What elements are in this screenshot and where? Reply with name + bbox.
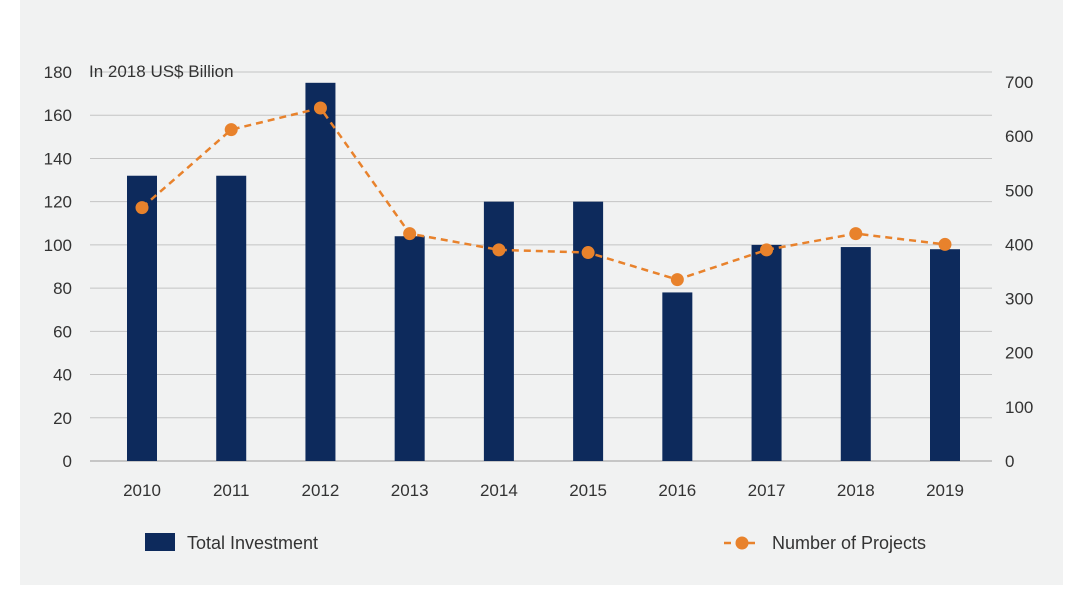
y-right-tick-label: 600 [1005, 127, 1033, 146]
chart-panel [20, 0, 1063, 585]
x-tick-label: 2019 [926, 481, 964, 500]
x-tick-label: 2012 [302, 481, 340, 500]
y-right-tick-label: 700 [1005, 73, 1033, 92]
point-number-of-projects [849, 227, 863, 241]
y-right-tick-label: 0 [1005, 452, 1014, 471]
x-tick-label: 2014 [480, 481, 518, 500]
y-left-tick-label: 100 [44, 236, 72, 255]
y-right-tick-label: 100 [1005, 398, 1033, 417]
y-left-tick-label: 120 [44, 193, 72, 212]
x-tick-label: 2011 [213, 481, 250, 500]
point-number-of-projects [135, 201, 149, 215]
x-tick-label: 2016 [658, 481, 696, 500]
y-left-tick-label: 40 [53, 366, 72, 385]
point-number-of-projects [224, 123, 238, 137]
point-number-of-projects [670, 273, 684, 287]
y-left-tick-label: 180 [44, 63, 72, 82]
y-right-tick-label: 500 [1005, 181, 1033, 200]
y-right-tick-label: 400 [1005, 235, 1033, 254]
legend-swatch-total-investment [145, 533, 175, 551]
y-left-tick-label: 80 [53, 279, 72, 298]
x-tick-label: 2018 [837, 481, 875, 500]
legend-marker-number-of-projects [735, 536, 749, 550]
x-tick-label: 2017 [748, 481, 786, 500]
y-right-tick-label: 200 [1005, 344, 1033, 363]
legend-label-number-of-projects: Number of Projects [772, 533, 926, 553]
point-number-of-projects [581, 246, 595, 260]
y-left-tick-label: 0 [63, 452, 72, 471]
point-number-of-projects [313, 101, 327, 115]
bar-total-investment [751, 244, 782, 461]
bar-total-investment [127, 175, 157, 461]
x-tick-label: 2013 [391, 481, 429, 500]
x-tick-label: 2015 [569, 481, 607, 500]
bar-total-investment [930, 249, 960, 461]
unit-label: In 2018 US$ Billion [89, 62, 234, 81]
x-tick-label: 2010 [123, 481, 161, 500]
y-left-tick-label: 60 [53, 322, 72, 341]
bar-total-investment [662, 292, 693, 461]
point-number-of-projects [403, 227, 417, 241]
y-left-tick-label: 20 [53, 409, 72, 428]
y-left-tick-label: 160 [44, 106, 72, 125]
legend-label-total-investment: Total Investment [187, 533, 318, 553]
point-number-of-projects [938, 237, 952, 251]
bar-total-investment [305, 82, 336, 462]
bar-total-investment [573, 201, 604, 461]
y-right-tick-label: 300 [1005, 290, 1033, 309]
bar-total-investment [394, 236, 425, 461]
point-number-of-projects [492, 243, 506, 257]
bar-total-investment [216, 175, 247, 461]
y-left-tick-label: 140 [44, 149, 72, 168]
bar-total-investment [840, 247, 871, 461]
line-number-of-projects [141, 106, 946, 281]
point-number-of-projects [760, 243, 774, 257]
bar-total-investment [483, 201, 514, 461]
